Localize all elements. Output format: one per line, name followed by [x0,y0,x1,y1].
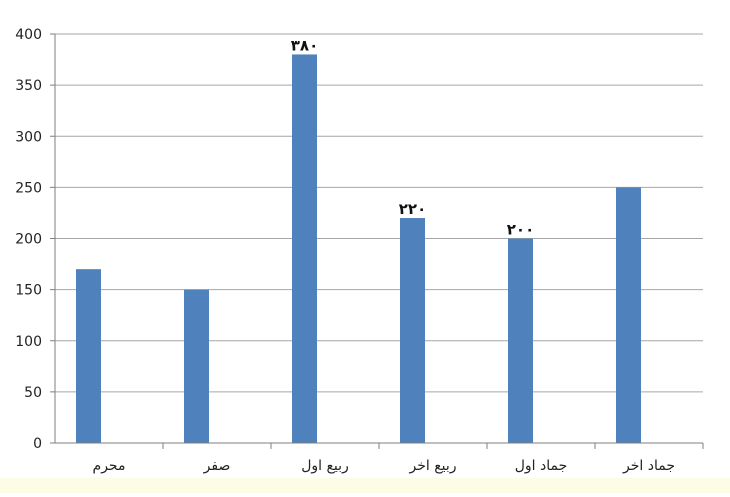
bar [184,289,209,443]
bar [400,218,425,443]
x-category-label: جماد اول [515,458,568,474]
x-category-label: جماد اخر [622,458,675,474]
axes [50,33,704,449]
y-tick-labels: 0 50 100 150 200 250 300 350 400 [15,27,42,452]
bar [76,269,101,443]
x-category-label: ربيع اخر [408,458,456,474]
x-category-labels: محرم صفر ربيع اول ربيع اخر جماد اول جماد اخر [93,458,675,474]
y-tick-label: 150 [15,283,42,299]
x-category-label: ربيع اول [301,458,349,474]
y-tick-label: 350 [15,78,42,94]
y-tick-label: 300 [15,129,42,145]
bars [76,54,641,443]
y-tick-label: 250 [15,180,42,196]
y-tick-label: 100 [15,334,42,350]
data-labels: ۳۸۰ ۲۲۰ ۲۰۰ [291,36,534,238]
y-tick-label: 50 [24,385,42,401]
gridlines [55,33,703,393]
y-tick-label: 200 [15,232,42,248]
x-category-label: محرم [93,458,126,474]
x-category-label: صفر [203,458,231,474]
y-tick-label: 400 [15,27,42,43]
data-label: ۲۰۰ [507,221,534,239]
data-label: ۲۲۰ [399,200,426,218]
data-label: ۳۸۰ [291,36,318,54]
bar [508,238,533,443]
y-tick-label: 0 [33,436,42,452]
footer-strip [0,478,730,493]
bar [616,187,641,443]
bar [292,54,317,443]
